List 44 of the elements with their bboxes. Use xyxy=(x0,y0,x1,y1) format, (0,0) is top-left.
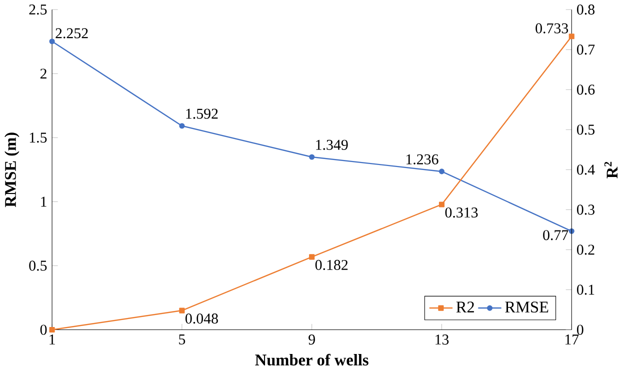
y-tick-label: 0 xyxy=(40,324,47,335)
y-tick-label: 2.5 xyxy=(29,4,47,15)
point xyxy=(568,34,574,40)
point xyxy=(309,154,315,160)
x-tick-label: 5 xyxy=(179,334,186,344)
point xyxy=(49,326,55,332)
x-tick-label: 1 xyxy=(50,334,55,344)
data-label: 1.236 xyxy=(406,154,438,164)
point xyxy=(49,38,55,44)
point xyxy=(438,168,445,174)
legend-label: R2 xyxy=(456,302,474,312)
x-axis-title: Number of wells xyxy=(255,354,368,366)
point xyxy=(438,202,445,208)
y2-tick-label: 0.4 xyxy=(576,164,595,175)
y2-tick-label: 0.1 xyxy=(576,284,594,295)
x-tick-label: 9 xyxy=(308,334,315,345)
x-tick-label: 17 xyxy=(565,334,579,344)
legend-label: RMSE xyxy=(505,302,548,313)
y2-tick-label: 0.5 xyxy=(576,124,594,135)
data-label: 0.313 xyxy=(445,207,478,218)
x-tick-label: 13 xyxy=(436,334,449,345)
point xyxy=(309,254,315,260)
point xyxy=(179,308,185,314)
y2-tick-label: 0 xyxy=(576,324,584,335)
y2-axis-title: R$^{2}$ xyxy=(604,162,618,178)
y-tick-label: 0.5 xyxy=(29,260,47,271)
y2-tick-label: 0.6 xyxy=(576,84,595,95)
y-tick-label: 1.5 xyxy=(30,132,47,143)
data-label: 0.77 xyxy=(543,230,568,240)
y2-tick-label: 0.7 xyxy=(576,44,595,55)
y-tick-label: 1 xyxy=(41,196,46,207)
y2-tick-label: 0.3 xyxy=(576,204,594,215)
data-label: 2.252 xyxy=(56,28,88,38)
data-label: 1.592 xyxy=(186,108,218,119)
data-label: 0.048 xyxy=(186,314,218,324)
data-label: 0.182 xyxy=(315,260,348,270)
y-axis-title: RMSE (m) xyxy=(4,132,20,208)
point xyxy=(179,123,185,129)
data-label: 1.349 xyxy=(316,140,348,150)
y2-tick-label: 0.2 xyxy=(576,244,594,255)
y-tick-label: 2 xyxy=(40,68,46,79)
data-label: 0.733 xyxy=(536,23,568,34)
y2-tick-label: 0.8 xyxy=(576,4,595,15)
point xyxy=(568,228,574,234)
